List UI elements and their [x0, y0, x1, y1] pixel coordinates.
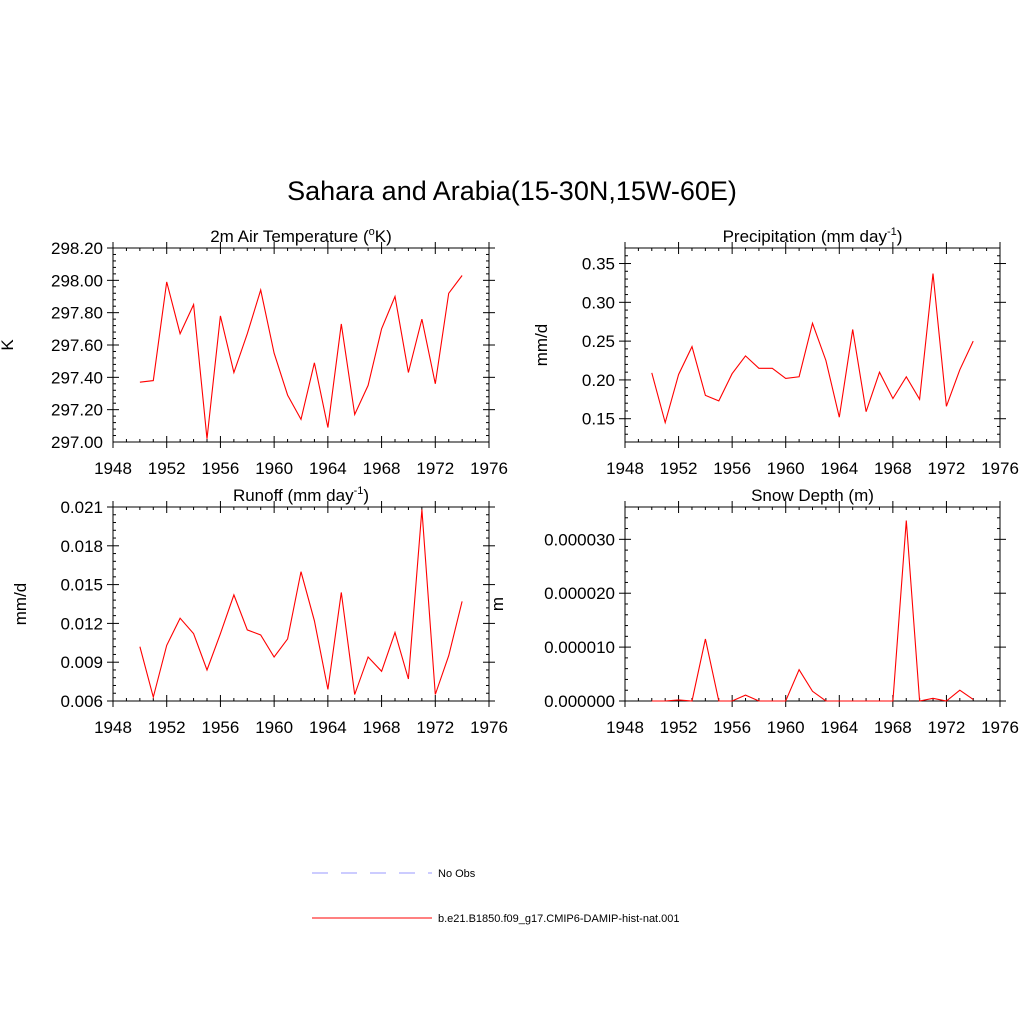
panel-title-main: Precipitation (mm day — [723, 227, 888, 246]
series-line — [139, 275, 463, 439]
x-tick-label: 1952 — [148, 718, 186, 737]
x-tick-label: 1948 — [606, 718, 644, 737]
chart-panels: 2m Air Temperature (oK) K 1948 1952 1956 1960… — [0, 226, 1019, 737]
x-tick-label: 1976 — [470, 459, 508, 478]
x-tick-label: 1968 — [874, 459, 912, 478]
y-axis-label: mm/d — [11, 583, 30, 626]
y-tick-label: 297.00 — [51, 433, 103, 452]
series-line — [139, 509, 463, 700]
x-tick-label: 1960 — [255, 459, 293, 478]
legend: No Obs b.e21.B1850.f09_g17.CMIP6-DAMIP-hi… — [312, 868, 680, 925]
x-tick-label: 1968 — [363, 459, 401, 478]
plot-frame — [624, 247, 1001, 443]
chart-panel-1: 2m Air Temperature (oK) K 1948 1952 1956 1960… — [0, 226, 508, 478]
panel-title-tail: ) — [897, 227, 903, 246]
y-tick-label: 297.20 — [51, 401, 103, 420]
y-tick-label: 0.20 — [582, 371, 615, 390]
panel-title-superscript: o — [369, 226, 375, 238]
panel-title-superscript: -1 — [354, 485, 364, 497]
x-tick-label: 1976 — [981, 718, 1019, 737]
y-tick-label: 0.000010 — [544, 638, 615, 657]
x-tick-label: 1964 — [309, 459, 347, 478]
x-tick-label: 1972 — [416, 459, 454, 478]
x-tick-label: 1956 — [713, 718, 751, 737]
x-tick-label: 1960 — [767, 459, 805, 478]
x-tick-label: 1968 — [363, 718, 401, 737]
y-tick-label: 0.15 — [582, 410, 615, 429]
x-tick-label: 1960 — [255, 718, 293, 737]
x-tick-label: 1968 — [874, 718, 912, 737]
plot-frame — [112, 247, 490, 443]
x-tick-label: 1952 — [148, 459, 186, 478]
panel-title-tail: K) — [375, 227, 392, 246]
legend-label-2: b.e21.B1850.f09_g17.CMIP6-DAMIP-hist-nat… — [438, 913, 680, 925]
y-tick-label: 0.30 — [582, 293, 615, 312]
panel-title: Runoff (mm day-1) — [233, 485, 369, 505]
x-tick-label: 1972 — [416, 718, 454, 737]
y-tick-label: 297.80 — [51, 304, 103, 323]
y-tick-label: 297.40 — [51, 368, 103, 387]
y-tick-label: 0.015 — [60, 576, 103, 595]
panel-title: Snow Depth (m) — [751, 486, 874, 505]
chart-panel-2: Precipitation (mm day-1) mm/d 1948 1952 1956… — [532, 226, 1019, 478]
x-tick-label: 1956 — [713, 459, 751, 478]
y-tick-label: 297.60 — [51, 336, 103, 355]
y-tick-label: 0.006 — [60, 692, 103, 711]
series-line — [651, 520, 974, 702]
panel-title: Precipitation (mm day-1) — [723, 226, 903, 246]
x-tick-label: 1976 — [470, 718, 508, 737]
x-tick-label: 1964 — [309, 718, 347, 737]
series-line — [651, 273, 974, 425]
y-tick-label: 0.000000 — [544, 692, 615, 711]
figure-title: Sahara and Arabia(15-30N,15W-60E) — [287, 176, 737, 206]
legend-label-1: No Obs — [438, 868, 476, 880]
panel-title-superscript: -1 — [887, 226, 897, 238]
plot-frame — [624, 506, 1001, 702]
y-axis-label: K — [0, 339, 17, 351]
y-tick-label: 0.012 — [60, 614, 103, 633]
x-tick-label: 1948 — [94, 459, 132, 478]
x-tick-label: 1948 — [94, 718, 132, 737]
y-tick-label: 0.021 — [60, 498, 103, 517]
x-tick-label: 1956 — [202, 459, 240, 478]
panel-title: 2m Air Temperature (oK) — [210, 226, 392, 246]
panel-title-tail: ) — [363, 486, 369, 505]
y-tick-label: 0.018 — [60, 537, 103, 556]
y-axis-label: m — [488, 597, 507, 611]
y-tick-label: 0.25 — [582, 332, 615, 351]
x-tick-label: 1952 — [660, 718, 698, 737]
panel-title-main: 2m Air Temperature ( — [210, 227, 369, 246]
x-tick-label: 1952 — [660, 459, 698, 478]
y-tick-label: 0.000030 — [544, 530, 615, 549]
x-tick-label: 1964 — [820, 459, 858, 478]
x-tick-label: 1972 — [928, 718, 966, 737]
x-tick-label: 1964 — [820, 718, 858, 737]
y-tick-label: 0.35 — [582, 255, 615, 274]
chart-panel-3: Runoff (mm day-1) mm/d 1948 1952 1956 1960 196… — [11, 485, 508, 737]
plot-frame — [112, 506, 490, 702]
x-tick-label: 1976 — [981, 459, 1019, 478]
panel-title-main: Snow Depth (m) — [751, 486, 874, 505]
x-tick-label: 1956 — [202, 718, 240, 737]
y-axis-label: mm/d — [532, 324, 551, 367]
panel-title-main: Runoff (mm day — [233, 486, 354, 505]
y-tick-label: 298.20 — [51, 239, 103, 258]
x-tick-label: 1948 — [606, 459, 644, 478]
x-tick-label: 1960 — [767, 718, 805, 737]
y-tick-label: 298.00 — [51, 271, 103, 290]
x-tick-label: 1972 — [928, 459, 966, 478]
y-tick-label: 0.009 — [60, 653, 103, 672]
y-tick-label: 0.000020 — [544, 584, 615, 603]
chart-panel-4: Snow Depth (m) m 1948 1952 1956 1960 1964 1968 1… — [488, 486, 1019, 737]
